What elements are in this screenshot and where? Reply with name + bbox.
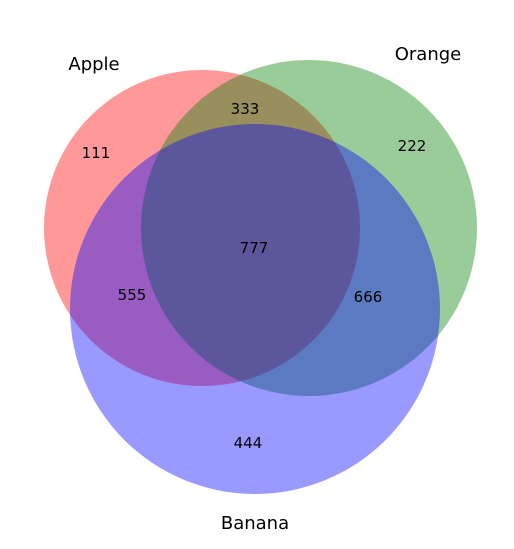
region-all-three: 777 xyxy=(240,239,269,257)
orange-circle xyxy=(141,60,477,396)
set-label-apple: Apple xyxy=(68,54,119,75)
region-apple-banana: 555 xyxy=(118,286,147,304)
set-labels: Apple Orange Banana xyxy=(68,44,461,534)
region-apple-only: 111 xyxy=(82,144,111,162)
region-apple-orange: 333 xyxy=(231,100,260,118)
venn-circles xyxy=(44,60,477,494)
region-orange-banana: 666 xyxy=(354,288,383,306)
region-labels: 111 222 333 444 555 666 777 xyxy=(82,100,427,452)
banana-circle xyxy=(70,124,440,494)
region-banana-only: 444 xyxy=(234,434,263,452)
set-label-orange: Orange xyxy=(395,44,462,65)
apple-circle xyxy=(44,70,360,386)
set-label-banana: Banana xyxy=(221,513,289,534)
region-orange-only: 222 xyxy=(398,137,427,155)
